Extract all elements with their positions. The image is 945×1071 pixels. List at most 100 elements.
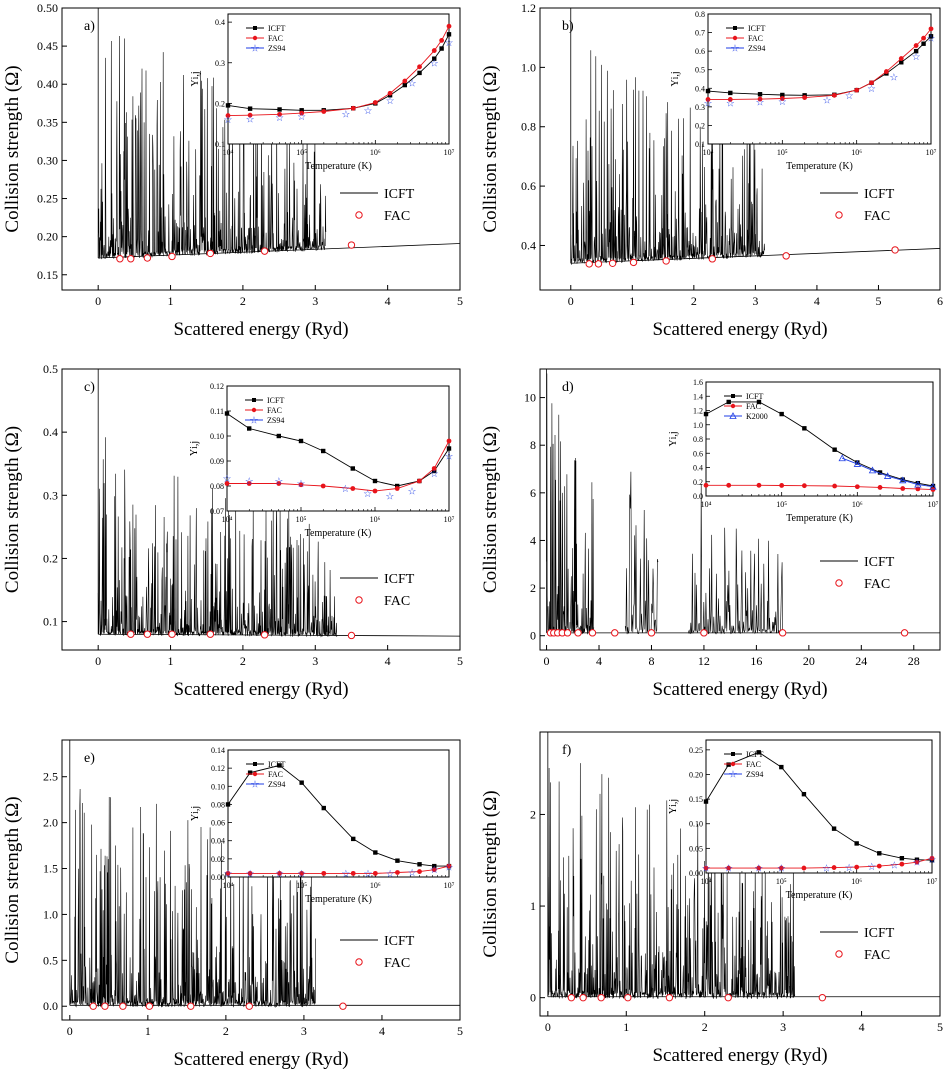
inset-y-tick-label: 1.4	[693, 392, 703, 401]
fac-point	[89, 1002, 97, 1010]
inset-series-k2000-line	[842, 457, 934, 488]
x-tick-label: 3	[312, 294, 318, 308]
inset-zs94-point: ☆	[246, 114, 255, 125]
inset-fac-point	[756, 865, 762, 871]
inset-icft-point	[726, 399, 731, 405]
inset-legend-marker	[733, 26, 737, 30]
inset-fac-point	[372, 870, 378, 876]
inset-fac-point	[869, 80, 874, 86]
inset-icft-point	[779, 411, 784, 417]
inset-icft-point	[276, 433, 281, 439]
inset-legend-label: ZS94	[268, 44, 285, 53]
fac-point	[782, 252, 790, 260]
y-axis-label: Collision strength (Ω)	[480, 65, 501, 232]
icft-resonance-curve-0	[97, 437, 338, 638]
x-tick-label: 5	[875, 294, 881, 308]
legend-fac-swatch	[355, 958, 363, 966]
inset-icft-point	[855, 460, 860, 465]
fac-point	[647, 629, 656, 637]
inset-y-tick-label: 0.7	[695, 29, 705, 38]
inset-zs94-point: ☆	[297, 479, 306, 490]
fac-point	[778, 629, 787, 637]
y-tick-label: 2.0	[43, 816, 58, 830]
inset-1: 10⁴ 10⁵ 10⁶ 10⁷ 0.1 0.2 0.3 0.4 0.5 0.6 0.7 0.8 Temp…	[670, 10, 937, 172]
fac-point	[347, 631, 356, 640]
inset-y-tick-label: 0.08	[210, 482, 224, 491]
inset-zs94-point: ☆	[274, 477, 283, 488]
inset-fac-point	[417, 478, 422, 484]
x-tick-label: 20	[803, 654, 815, 668]
inset-zs94-point: ☆	[890, 861, 899, 872]
inset-icft-point	[298, 438, 304, 444]
inset-fac-point	[417, 869, 422, 874]
inset-zs94-point: ☆	[445, 38, 454, 49]
panel-label: a)	[84, 19, 95, 34]
inset-zs94-point: ☆	[408, 79, 417, 90]
inset-x-tick-label: 10⁶	[851, 148, 862, 157]
y-tick-label: 0.4	[43, 425, 58, 439]
inset-zs94-point: ☆	[430, 58, 439, 69]
legend-icft-label: ICFT	[384, 934, 415, 949]
fac-point	[579, 993, 587, 1002]
inset-fac-point	[247, 870, 253, 876]
inset-x-tick-label: 10⁷	[444, 148, 455, 157]
inset-icft-point	[899, 856, 905, 861]
inset-zs94-point: ☆	[297, 112, 306, 123]
x-tick-label: 0	[95, 654, 101, 668]
inset-icft-point	[728, 90, 733, 96]
inset-k2000-point	[868, 466, 877, 474]
x-axis-label: Scattered energy (Ryd)	[173, 1049, 348, 1070]
inset-frame	[707, 13, 932, 145]
plot-frame	[61, 739, 461, 1021]
x-tick-label: 4	[379, 1024, 385, 1038]
inset-fac-point	[350, 870, 356, 876]
y-tick-label: 0.3	[43, 488, 58, 502]
fac-point	[624, 993, 632, 1002]
inset-legend-label: ICFT	[746, 392, 763, 401]
inset-icft-point	[757, 92, 763, 97]
inset-x-axis-label: Temperature (K)	[786, 890, 853, 901]
inset-y-tick-label: 0.00	[689, 869, 703, 878]
inset-y-tick-label: 0.2	[695, 121, 705, 130]
y-tick-label: 0.5	[43, 953, 58, 967]
inset-fac-point	[854, 87, 860, 93]
inset-fac-point	[320, 483, 326, 489]
inset-zs94-point: ☆	[756, 98, 765, 109]
inset-legend-label: FAC	[746, 760, 761, 769]
inset-icft-point	[224, 411, 230, 416]
x-tick-label: 5	[937, 1020, 943, 1034]
x-tick-label: 1	[145, 1024, 151, 1038]
y-tick-label: 1.0	[521, 60, 536, 74]
inset-fac-point	[372, 100, 378, 105]
fac-point	[119, 1002, 127, 1010]
inset-fac-point	[321, 109, 327, 114]
fac-point	[347, 241, 356, 249]
icft-resonance-curve-0	[547, 763, 796, 1000]
inset-y-tick-label: 0.3	[695, 103, 705, 112]
inset-2: 10⁴ 10⁵ 10⁶ 10⁷ 0.07 0.08 0.09 0.10 0.11 0.12 Temp…	[189, 382, 455, 539]
inset-icft-point	[703, 411, 709, 417]
legend-fac-label: FAC	[864, 209, 890, 224]
inset-y-axis-label: Υi,j	[189, 441, 200, 456]
inset-legend-label: ICFT	[748, 24, 765, 33]
inset-icft-point	[930, 483, 936, 489]
x-tick-label: 4	[596, 654, 602, 668]
inset-legend-marker: ☆	[251, 780, 260, 791]
inset-legend-marker	[251, 407, 257, 413]
inset-zs94-point: ☆	[341, 484, 350, 495]
inset-zs94-point: ☆	[927, 34, 936, 45]
x-tick-label: 2	[702, 1020, 708, 1034]
inset-x-tick-label: 10⁷	[926, 148, 937, 157]
fac-point	[665, 993, 674, 1002]
legend-fac-swatch	[835, 211, 843, 219]
y-tick-label: 0.45	[37, 39, 58, 53]
legend-fac-swatch	[835, 579, 843, 587]
panel-label: c)	[84, 380, 95, 395]
inset-zs94-point: ☆	[246, 869, 255, 880]
inset-4: 10⁴ 10⁵ 10⁶ 10⁷ 0.00 0.02 0.04 0.06 0.08 0.10 0.12…	[190, 746, 455, 905]
inset-legend-marker	[731, 394, 735, 398]
inset-zs94-point: ☆	[912, 858, 921, 869]
inset-fac-point	[802, 95, 808, 100]
inset-5: 10⁴ 10⁵ 10⁶ 10⁷ 0.00 0.05 0.10 0.15 0.20 0.25 Temp…	[668, 739, 938, 901]
